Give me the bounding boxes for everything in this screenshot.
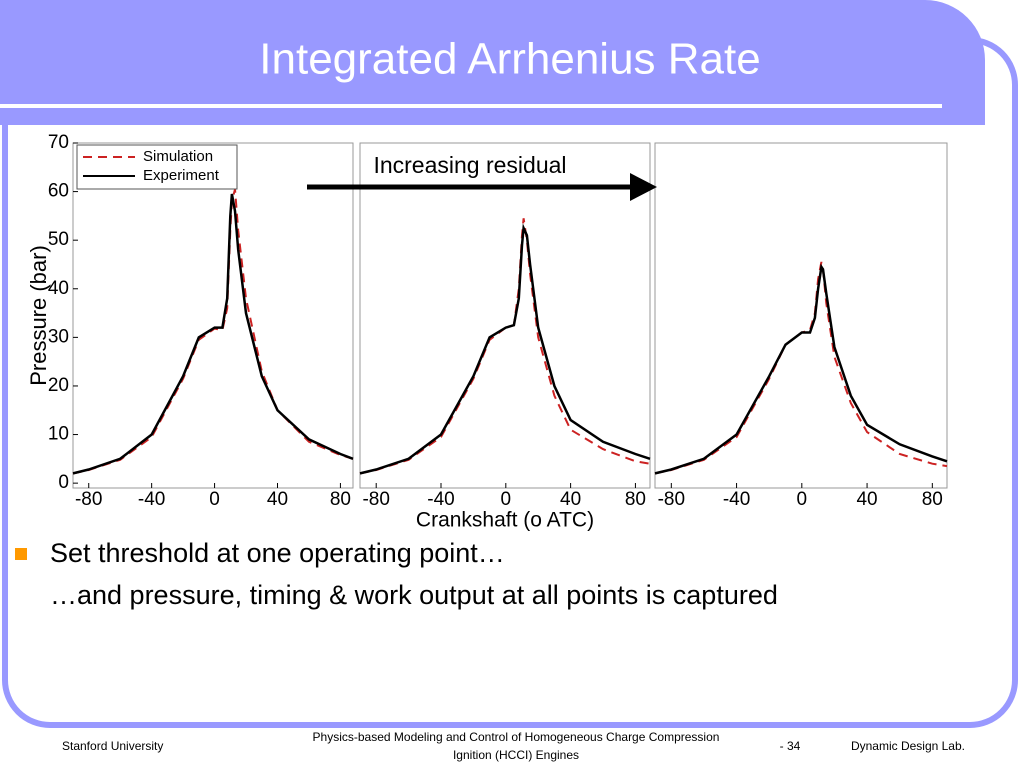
bullet-text: Set threshold at one operating point… <box>50 538 505 568</box>
legend-label: Experiment <box>143 167 220 184</box>
arrow-head <box>630 173 657 201</box>
legend-box <box>76 144 238 190</box>
x-tick-label: 0 <box>501 489 512 510</box>
chart: -80 -40 0 40 80 0 10 20 30 40 50 60 70 Pressure (bar)… <box>26 132 354 510</box>
y-tick-label: 10 <box>48 424 69 445</box>
x-tick-label: 40 <box>267 489 288 510</box>
x-tick-label: -40 <box>427 489 454 510</box>
footer-center: Ignition (HCCI) Engines <box>453 748 579 762</box>
plot-frame <box>654 142 948 489</box>
x-tick-label: -40 <box>723 489 750 510</box>
footer-left: Stanford University <box>62 739 163 753</box>
legend: Simulation Experiment <box>76 144 238 190</box>
x-tick-label: 0 <box>209 489 220 510</box>
annotation: Increasing residual <box>373 152 566 178</box>
series-line <box>654 263 948 475</box>
footer-right: Dynamic Design Lab. <box>851 739 965 753</box>
charts: -80 -40 0 40 80 0 10 20 30 40 50 60 70 Pressure (bar)… <box>26 132 948 532</box>
plot-frame <box>72 142 354 489</box>
x-tick-label: 80 <box>922 489 943 510</box>
x-axis-label: Crankshaft (o ATC) <box>416 509 594 532</box>
footer-center: Physics-based Modeling and Control of Ho… <box>313 730 720 744</box>
chart: -80 -40 0 40 80 Crankshaft (o ATC) <box>359 142 651 532</box>
x-tick-label: -80 <box>75 489 102 510</box>
y-axis-label: Pressure (bar) <box>26 245 51 386</box>
y-tick-label: 30 <box>48 326 69 347</box>
x-tick-label: -80 <box>362 489 389 510</box>
title-rule <box>0 104 942 108</box>
y-tick-label: 20 <box>48 375 69 396</box>
bullet-text: …and pressure, timing & work output at a… <box>50 580 778 610</box>
x-tick-label: -40 <box>138 489 165 510</box>
x-tick-label: 40 <box>560 489 581 510</box>
title-bar <box>0 0 985 125</box>
x-tick-label: 40 <box>856 489 877 510</box>
series-line <box>654 261 948 475</box>
y-tick-label: 40 <box>48 278 69 299</box>
slide-title: Integrated Arrhenius Rate <box>259 35 760 84</box>
chart: -80 -40 0 40 80 <box>654 142 948 510</box>
y-tick-label: 60 <box>48 181 69 202</box>
series-line <box>359 223 651 475</box>
y-tick-label: 50 <box>48 229 69 250</box>
x-tick-label: -80 <box>658 489 685 510</box>
legend-label: Simulation <box>143 148 213 165</box>
x-tick-label: 80 <box>330 489 351 510</box>
y-tick-label: 0 <box>58 472 69 493</box>
plot-frame <box>359 142 651 489</box>
bullet-icon <box>15 548 27 560</box>
series-line <box>72 193 354 475</box>
x-tick-label: 80 <box>625 489 646 510</box>
y-tick-label: 70 <box>48 132 69 153</box>
x-tick-label: 0 <box>797 489 808 510</box>
footer-page: - 34 <box>780 739 801 753</box>
